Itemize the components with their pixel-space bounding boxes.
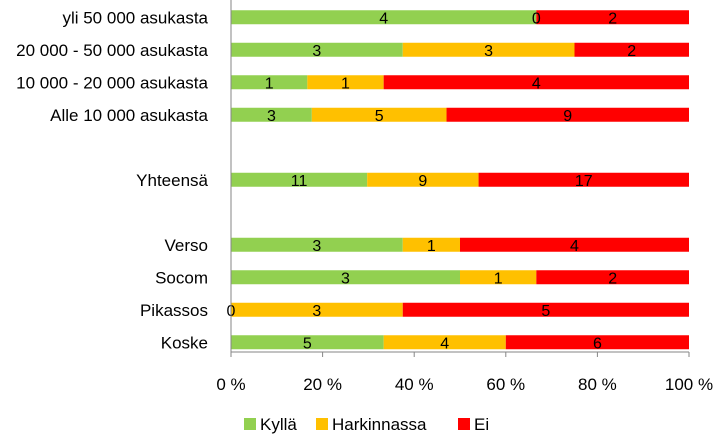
bar-segment-harkinnassa [307,75,384,90]
bar-segment-harkinnassa [383,335,506,350]
bar-segment-harkinnassa [231,302,403,317]
value-label: 1 [494,270,503,287]
legend-swatch-ei [458,418,470,430]
bar-segment-kyllä [231,335,384,350]
legend-label: Kyllä [260,415,297,434]
value-label: 4 [379,10,388,27]
legend-swatch-kyllä [244,418,256,430]
bar-segment-ei [505,335,689,350]
bar-segment-ei [536,10,689,25]
value-labels-group: 4 0 23 3 21 1 43 5 911 9 173 1 43 1 20 3 55 4 6 [227,10,637,352]
bar-segment-harkinnassa [402,237,460,252]
bar-segment-ei [446,107,689,122]
legend: Kyllä Harkinnassa Ei [244,415,489,434]
value-label: 3 [312,43,321,60]
legend-label: Harkinnassa [332,415,427,434]
bar-segment-harkinnassa [367,172,479,187]
value-label: 0 [532,10,541,27]
value-label: 3 [312,238,321,255]
category-label: 10 000 - 20 000 asukasta [16,73,208,92]
category-label: Koske [161,333,208,352]
value-label: 1 [265,75,274,92]
value-label: 3 [267,108,276,125]
x-tick-label: 80 % [578,375,617,394]
category-label: 20 000 - 50 000 asukasta [16,41,208,60]
value-label: 17 [575,173,593,190]
category-label: Yhteensä [136,171,208,190]
value-label: 11 [291,173,308,190]
bar-segment-ei [402,302,689,317]
bar-segment-ei [383,75,689,90]
value-label: 1 [341,75,350,92]
value-label: 4 [532,75,541,92]
bar-segment-kyllä [231,270,460,285]
bar-segment-kyllä [231,75,308,90]
bar-segment-harkinnassa [311,107,447,122]
value-label: 6 [593,335,602,352]
legend-swatch-harkinnassa [316,418,328,430]
value-label: 3 [484,43,493,60]
category-label: yli 50 000 asukasta [62,8,208,27]
x-tick-label: 20 % [303,375,342,394]
value-label: 3 [341,270,350,287]
value-label: 2 [608,270,617,287]
value-label: 1 [427,238,436,255]
value-label: 9 [563,108,572,125]
category-label: Socom [155,268,208,287]
category-label: Alle 10 000 asukasta [50,106,208,125]
bar-segment-ei [574,42,689,57]
bar-segment-harkinnassa [402,42,575,57]
value-label: 9 [418,173,427,190]
category-label: Pikassos [140,301,208,320]
bar-segment-ei [536,270,689,285]
value-label: 5 [541,303,550,320]
x-axis-ticks-group: 0 % 20 % 40 % 60 % 80 % 100 % [216,352,713,394]
bar-segment-kyllä [231,237,403,252]
legend-label: Ei [474,415,489,434]
value-label: 4 [440,335,449,352]
value-label: 2 [627,43,636,60]
value-label: 2 [608,10,617,27]
bars-group [231,10,689,350]
x-tick-label: 0 % [216,375,245,394]
category-labels-group: yli 50 000 asukasta 20 000 - 50 000 asuka… [16,8,208,352]
bar-segment-kyllä [231,10,537,25]
value-label: 4 [570,238,579,255]
bar-segment-kyllä [231,42,403,57]
x-tick-label: 40 % [395,375,434,394]
bar-segment-kyllä [231,107,312,122]
value-label: 3 [312,303,321,320]
bar-segment-kyllä [231,172,368,187]
bar-segment-ei [460,237,689,252]
x-tick-label: 60 % [486,375,525,394]
bar-segment-harkinnassa [460,270,537,285]
x-tick-label: 100 % [665,375,713,394]
bar-segment-ei [478,172,689,187]
category-label: Verso [165,236,208,255]
value-label: 5 [303,335,312,352]
value-label: 5 [375,108,384,125]
